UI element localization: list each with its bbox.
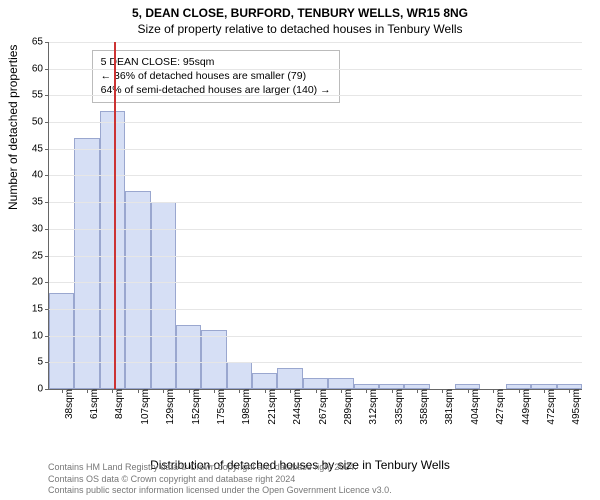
xtick-label: 289sqm bbox=[341, 389, 354, 425]
ytick-label: 0 bbox=[37, 384, 49, 395]
reference-line bbox=[114, 42, 116, 389]
histogram-bar bbox=[49, 293, 74, 389]
ytick-label: 30 bbox=[32, 223, 49, 234]
gridline-horizontal bbox=[49, 95, 582, 96]
xtick-label: 38sqm bbox=[62, 389, 75, 419]
xtick-label: 449sqm bbox=[519, 389, 532, 425]
xtick-label: 84sqm bbox=[112, 389, 125, 419]
footer-line3: Contains public sector information licen… bbox=[48, 485, 392, 496]
histogram-bar bbox=[201, 330, 226, 389]
ytick-label: 25 bbox=[32, 250, 49, 261]
gridline-horizontal bbox=[49, 282, 582, 283]
ytick-label: 20 bbox=[32, 277, 49, 288]
ytick-label: 15 bbox=[32, 303, 49, 314]
xtick-label: 267sqm bbox=[316, 389, 329, 425]
xtick-label: 244sqm bbox=[290, 389, 303, 425]
ytick-label: 55 bbox=[32, 90, 49, 101]
xtick-label: 381sqm bbox=[442, 389, 455, 425]
xtick-label: 129sqm bbox=[163, 389, 176, 425]
ytick-label: 65 bbox=[32, 37, 49, 48]
gridline-horizontal bbox=[49, 309, 582, 310]
histogram-bar bbox=[176, 325, 201, 389]
y-axis-label: Number of detached properties bbox=[6, 45, 20, 210]
gridline-horizontal bbox=[49, 362, 582, 363]
histogram-bar bbox=[227, 362, 252, 389]
footer-line1: Contains HM Land Registry data © Crown c… bbox=[48, 462, 392, 473]
footer-line2: Contains OS data © Crown copyright and d… bbox=[48, 474, 392, 485]
xtick-label: 152sqm bbox=[189, 389, 202, 425]
xtick-label: 312sqm bbox=[366, 389, 379, 425]
gridline-horizontal bbox=[49, 256, 582, 257]
histogram-bar bbox=[303, 378, 328, 389]
gridline-horizontal bbox=[49, 229, 582, 230]
histogram-bar bbox=[328, 378, 353, 389]
xtick-label: 404sqm bbox=[468, 389, 481, 425]
ytick-label: 5 bbox=[37, 357, 49, 368]
annotation-line2: ← 36% of detached houses are smaller (79… bbox=[101, 69, 331, 83]
histogram-bar bbox=[100, 111, 125, 389]
ytick-label: 45 bbox=[32, 143, 49, 154]
gridline-horizontal bbox=[49, 336, 582, 337]
xtick-label: 107sqm bbox=[138, 389, 151, 425]
ytick-label: 35 bbox=[32, 197, 49, 208]
xtick-label: 427sqm bbox=[493, 389, 506, 425]
ytick-label: 10 bbox=[32, 330, 49, 341]
xtick-label: 472sqm bbox=[544, 389, 557, 425]
xtick-label: 198sqm bbox=[239, 389, 252, 425]
histogram-bar bbox=[277, 368, 302, 389]
chart-plot-area: 5 DEAN CLOSE: 95sqm ← 36% of detached ho… bbox=[48, 42, 582, 390]
gridline-horizontal bbox=[49, 69, 582, 70]
xtick-label: 61sqm bbox=[87, 389, 100, 419]
ytick-label: 60 bbox=[32, 63, 49, 74]
annotation-line1: 5 DEAN CLOSE: 95sqm bbox=[101, 55, 331, 69]
xtick-label: 175sqm bbox=[214, 389, 227, 425]
ytick-label: 50 bbox=[32, 117, 49, 128]
ytick-label: 40 bbox=[32, 170, 49, 181]
gridline-horizontal bbox=[49, 122, 582, 123]
xtick-label: 221sqm bbox=[265, 389, 278, 425]
gridline-horizontal bbox=[49, 202, 582, 203]
xtick-label: 358sqm bbox=[417, 389, 430, 425]
gridline-horizontal bbox=[49, 175, 582, 176]
plot-region: 5 DEAN CLOSE: 95sqm ← 36% of detached ho… bbox=[48, 42, 582, 390]
gridline-horizontal bbox=[49, 42, 582, 43]
chart-title-sub: Size of property relative to detached ho… bbox=[0, 20, 600, 40]
histogram-bar bbox=[125, 191, 150, 389]
chart-title-main: 5, DEAN CLOSE, BURFORD, TENBURY WELLS, W… bbox=[0, 0, 600, 20]
xtick-label: 495sqm bbox=[569, 389, 582, 425]
footer-attribution: Contains HM Land Registry data © Crown c… bbox=[48, 462, 392, 496]
gridline-horizontal bbox=[49, 149, 582, 150]
histogram-bar bbox=[151, 202, 176, 389]
histogram-bar bbox=[252, 373, 277, 389]
xtick-label: 335sqm bbox=[392, 389, 405, 425]
